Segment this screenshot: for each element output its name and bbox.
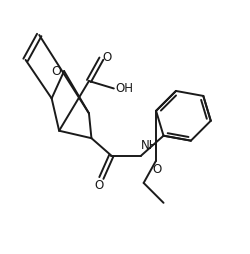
Text: O: O — [103, 51, 112, 64]
Text: NH: NH — [141, 139, 159, 152]
Text: O: O — [95, 179, 104, 192]
Text: O: O — [51, 65, 61, 77]
Text: O: O — [153, 163, 162, 176]
Text: OH: OH — [116, 82, 134, 95]
